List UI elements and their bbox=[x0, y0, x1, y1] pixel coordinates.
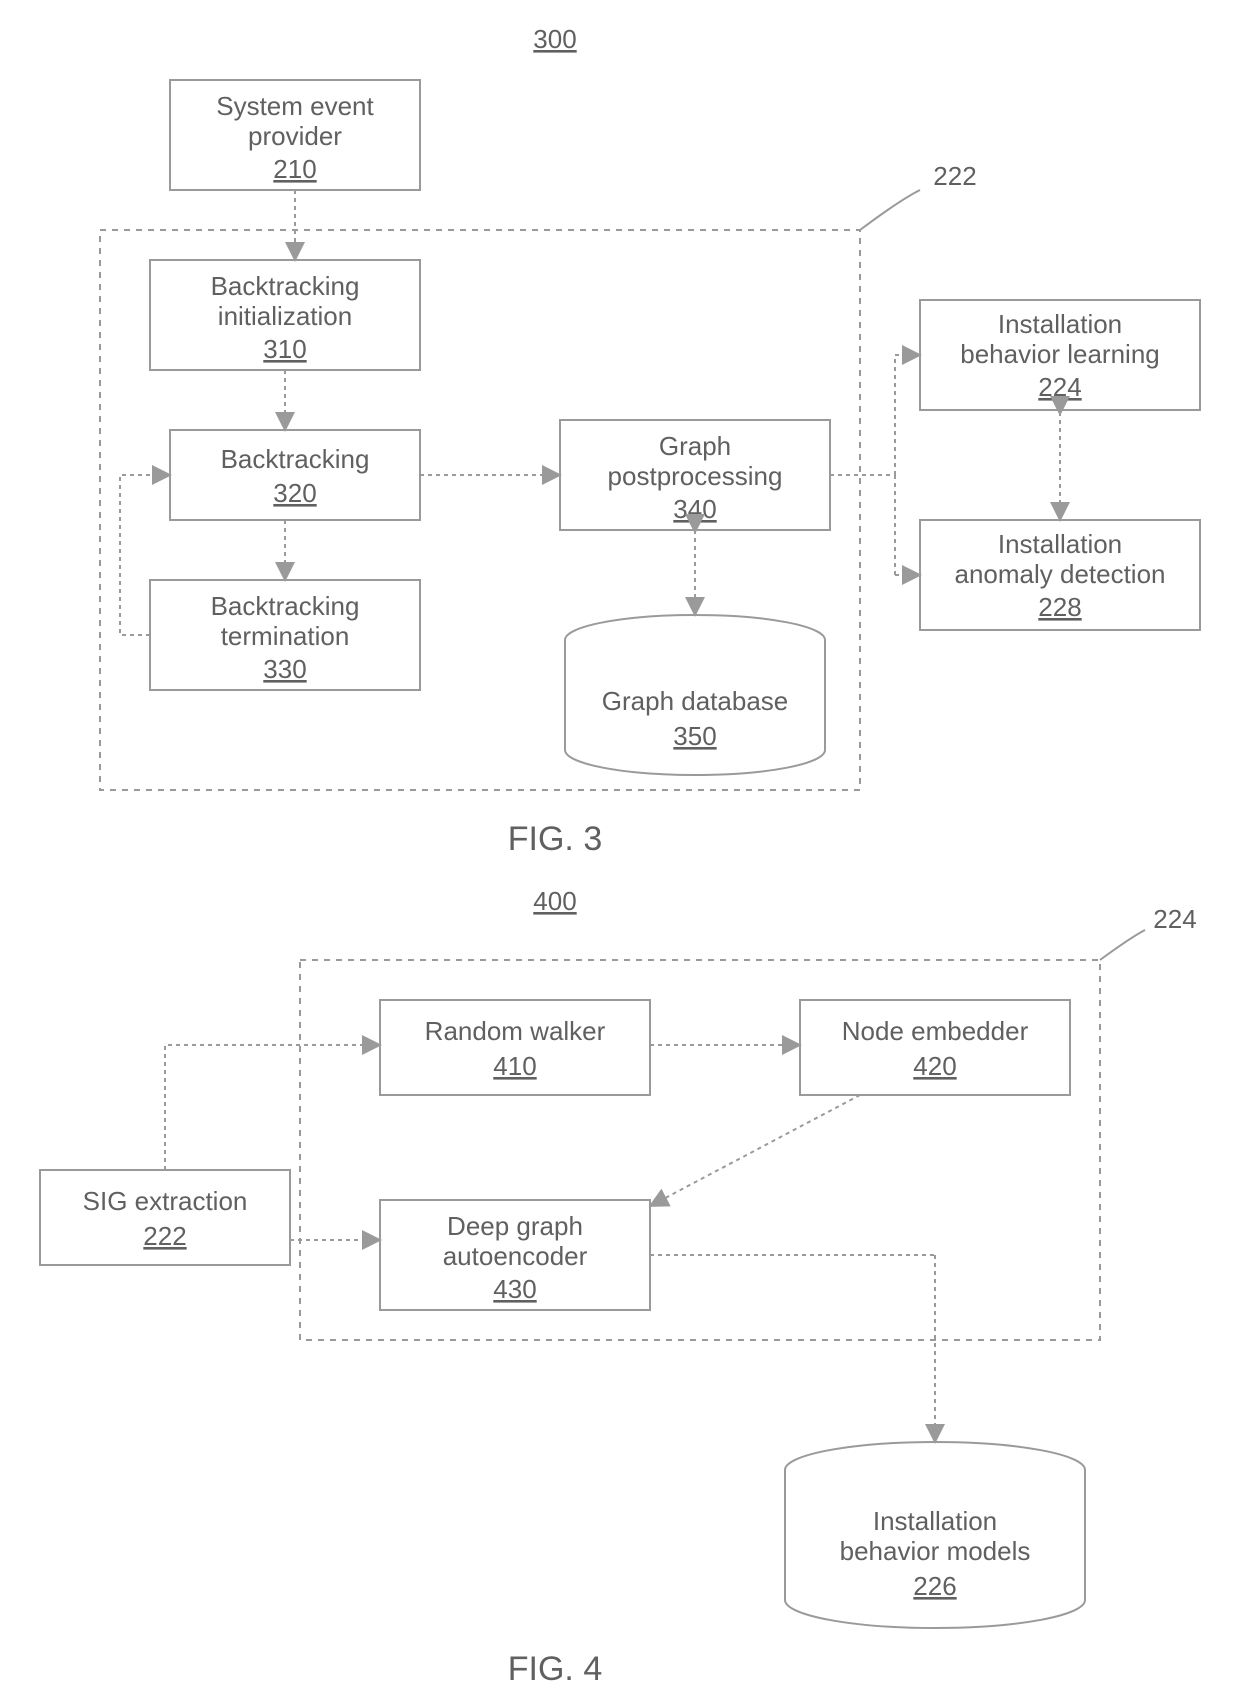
node-bt-label: Backtracking bbox=[221, 444, 370, 474]
node-models-ref: 226 bbox=[913, 1571, 956, 1601]
node-ae-label-1: Deep graph bbox=[447, 1211, 583, 1241]
node-anom-label-1: Installation bbox=[998, 529, 1122, 559]
node-models-label-1: Installation bbox=[873, 1506, 997, 1536]
node-learn-label-1: Installation bbox=[998, 309, 1122, 339]
node-rw-label: Random walker bbox=[425, 1016, 606, 1046]
node-ne-label: Node embedder bbox=[842, 1016, 1029, 1046]
node-post-label-1: Graph bbox=[659, 431, 731, 461]
node-post-label-2: postprocessing bbox=[608, 461, 783, 491]
fig3-caption: FIG. 3 bbox=[508, 820, 602, 858]
fig3-region-label: 222 bbox=[933, 161, 976, 191]
fig4-region-label: 224 bbox=[1153, 904, 1196, 934]
fig3-region-leader bbox=[860, 190, 920, 230]
node-db-ref: 350 bbox=[673, 721, 716, 751]
node-bt-ref: 320 bbox=[273, 478, 316, 508]
diagram-canvas: 300 222 System event provider 210 Backtr… bbox=[0, 0, 1240, 1689]
node-graph-database: Graph database 350 bbox=[565, 615, 825, 775]
arrow-sig-to-rw bbox=[165, 1045, 378, 1170]
node-sys-label-2: provider bbox=[248, 121, 342, 151]
node-ne-ref: 420 bbox=[913, 1051, 956, 1081]
fig4-number: 400 bbox=[533, 886, 576, 916]
fig4-caption: FIG. 4 bbox=[508, 1650, 602, 1688]
node-init-ref: 310 bbox=[263, 334, 306, 364]
node-learn-label-2: behavior learning bbox=[960, 339, 1159, 369]
node-init-label-1: Backtracking bbox=[211, 271, 360, 301]
node-term-ref: 330 bbox=[263, 654, 306, 684]
node-anom-label-2: anomaly detection bbox=[954, 559, 1165, 589]
node-sys-ref: 210 bbox=[273, 154, 316, 184]
fig4-region-leader bbox=[1100, 930, 1145, 960]
node-ae-label-2: autoencoder bbox=[443, 1241, 588, 1271]
node-sig-label: SIG extraction bbox=[83, 1186, 248, 1216]
node-sys-label-1: System event bbox=[216, 91, 374, 121]
node-install-behavior-models: Installation behavior models 226 bbox=[785, 1442, 1085, 1628]
node-learn-ref: 224 bbox=[1038, 372, 1081, 402]
node-post-ref: 340 bbox=[673, 494, 716, 524]
node-db-label: Graph database bbox=[602, 686, 788, 716]
node-term-label-2: termination bbox=[221, 621, 350, 651]
node-anom-ref: 228 bbox=[1038, 592, 1081, 622]
node-models-label-2: behavior models bbox=[840, 1536, 1031, 1566]
node-term-label-1: Backtracking bbox=[211, 591, 360, 621]
arrow-ne-to-ae bbox=[652, 1095, 860, 1205]
node-init-label-2: initialization bbox=[218, 301, 352, 331]
node-rw-ref: 410 bbox=[493, 1051, 536, 1081]
fig3-number: 300 bbox=[533, 24, 576, 54]
node-sig-ref: 222 bbox=[143, 1221, 186, 1251]
node-ae-ref: 430 bbox=[493, 1274, 536, 1304]
